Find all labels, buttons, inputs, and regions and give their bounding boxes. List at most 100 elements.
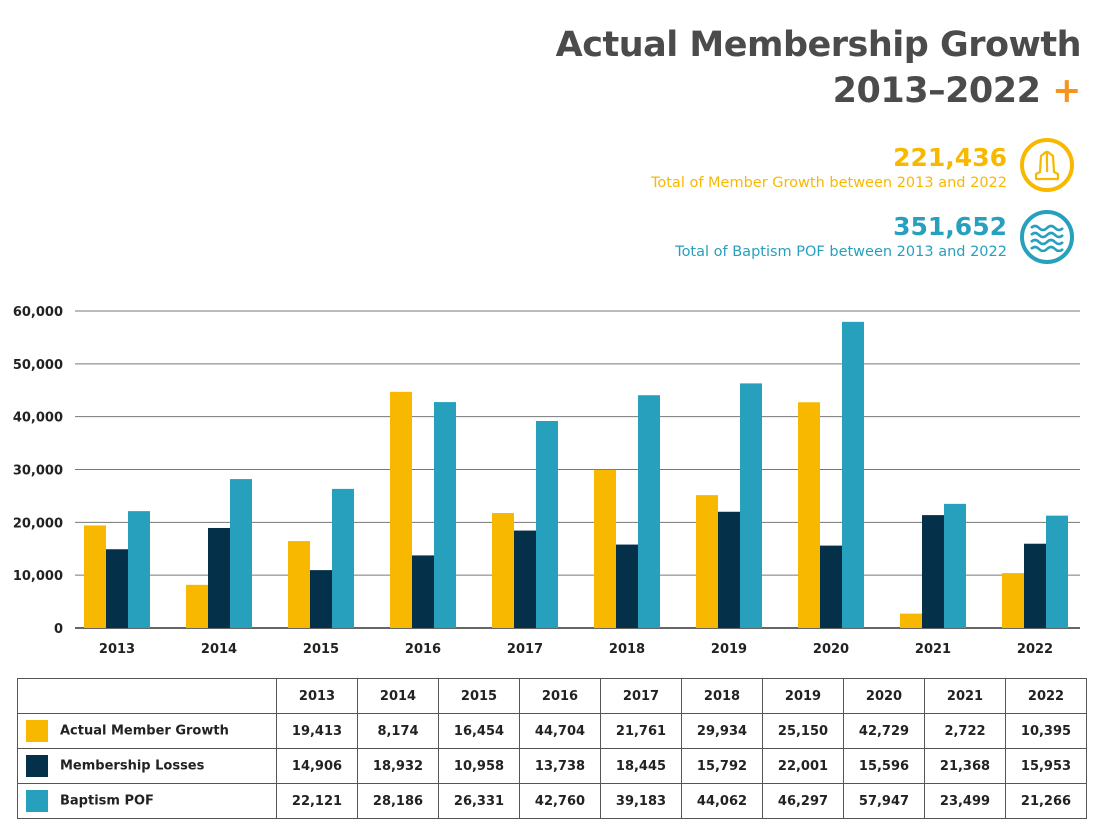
bar-membership-losses	[412, 555, 434, 628]
table-cell: 22,001	[762, 748, 844, 784]
table-cell: 22,121	[276, 783, 358, 819]
member-growth-stat: 221,436 Total of Member Growth between 2…	[651, 143, 1007, 193]
bar-actual-member-growth	[288, 541, 310, 628]
bar-membership-losses	[514, 530, 536, 628]
header-year: 2014	[357, 678, 439, 714]
table-cell: 15,953	[1005, 748, 1087, 784]
table-cell: 46,297	[762, 783, 844, 819]
table-cell: 23,499	[924, 783, 1006, 819]
header-year: 2016	[519, 678, 601, 714]
table-cell: 21,266	[1005, 783, 1087, 819]
bar-membership-losses	[616, 544, 638, 628]
header-year: 2019	[762, 678, 844, 714]
y-tick-label: 40,000	[13, 411, 63, 426]
baptism-stat: 351,652 Total of Baptism POF between 201…	[675, 212, 1007, 262]
y-tick-label: 10,000	[13, 569, 63, 584]
table-cell: 8,174	[357, 713, 439, 749]
table-cell: 15,596	[843, 748, 925, 784]
bar-baptism-pof	[536, 420, 558, 628]
header-year: 2020	[843, 678, 925, 714]
bar-membership-losses	[1024, 543, 1046, 628]
bar-actual-member-growth	[1002, 573, 1024, 628]
y-tick-label: 20,000	[13, 516, 63, 531]
y-tick-label: 0	[54, 622, 63, 637]
baptism-total: 351,652	[893, 212, 1007, 241]
plus-icon: +	[1052, 71, 1081, 111]
bar-membership-losses	[106, 549, 128, 628]
chart-title: Actual Membership Growth 2013–2022 +	[555, 22, 1082, 114]
bar-membership-losses	[820, 545, 842, 628]
table-cell: 29,934	[681, 713, 763, 749]
table-cell: 18,445	[600, 748, 682, 784]
bar-membership-losses	[922, 515, 944, 628]
x-tick-label: 2017	[507, 642, 543, 657]
member-growth-label: Total of Member Growth between 2013 and …	[650, 175, 1007, 191]
table-cell: 2,722	[924, 713, 1006, 749]
y-tick-label: 50,000	[13, 358, 63, 373]
table-cell: 25,150	[762, 713, 844, 749]
table-cell: 14,906	[276, 748, 358, 784]
bar-baptism-pof	[842, 321, 864, 628]
legend-swatch	[26, 790, 48, 812]
table-cell: 21,368	[924, 748, 1006, 784]
x-tick-label: 2021	[915, 642, 951, 657]
bar-baptism-pof	[944, 503, 966, 628]
table-cell: 10,958	[438, 748, 520, 784]
table-header-row: 2013 2014 2015 2016 2017 2018 2019 2020 2021 2022	[17, 678, 1087, 714]
series-label: Baptism POF	[17, 783, 277, 819]
water-waves-icon	[1020, 210, 1074, 264]
x-tick-label: 2020	[813, 642, 849, 657]
table-cell: 19,413	[276, 713, 358, 749]
series-name: Actual Member Growth	[60, 723, 229, 739]
bar-membership-losses	[718, 511, 740, 628]
table-cell: 44,062	[681, 783, 763, 819]
table-cell: 10,395	[1005, 713, 1087, 749]
member-growth-total: 221,436	[893, 143, 1007, 172]
legend-swatch	[26, 720, 48, 742]
table-cell: 13,738	[519, 748, 601, 784]
x-tick-label: 2016	[405, 642, 441, 657]
bar-actual-member-growth	[84, 525, 106, 628]
x-tick-label: 2014	[201, 642, 237, 657]
header-blank	[17, 678, 277, 714]
y-tick-label: 60,000	[13, 305, 63, 320]
bar-actual-member-growth	[492, 513, 514, 628]
x-tick-label: 2022	[1017, 642, 1053, 657]
bar-actual-member-growth	[900, 613, 922, 628]
x-tick-label: 2019	[711, 642, 747, 657]
bar-baptism-pof	[128, 511, 150, 628]
bar-baptism-pof	[332, 488, 354, 628]
bar-baptism-pof	[740, 383, 762, 628]
table-row: Actual Member Growth 19,413 8,174 16,454 44,…	[17, 713, 1087, 749]
x-tick-label: 2018	[609, 642, 645, 657]
header-year: 2018	[681, 678, 763, 714]
table-cell: 42,760	[519, 783, 601, 819]
table-cell: 42,729	[843, 713, 925, 749]
header-year: 2015	[438, 678, 520, 714]
bar-actual-member-growth	[390, 391, 412, 628]
legend-swatch	[26, 755, 48, 777]
bar-baptism-pof	[638, 395, 660, 628]
header-year: 2013	[276, 678, 358, 714]
title-years: 2013–2022	[832, 71, 1041, 111]
table-cell: 16,454	[438, 713, 520, 749]
bar-baptism-pof	[434, 402, 456, 628]
table-row: Membership Losses 14,906 18,932 10,958 13,73…	[17, 748, 1087, 784]
bar-membership-losses	[208, 527, 230, 628]
series-name: Baptism POF	[60, 793, 154, 809]
table-cell: 57,947	[843, 783, 925, 819]
bar-chart: 0 10,000 20,000 30,000 40,000 50,000 60,000 201…	[13, 305, 1080, 657]
table-cell: 39,183	[600, 783, 682, 819]
series-name: Membership Losses	[60, 758, 205, 774]
header-year: 2021	[924, 678, 1006, 714]
header-year: 2017	[600, 678, 682, 714]
x-tick-label: 2013	[99, 642, 135, 657]
series-label: Membership Losses	[17, 748, 277, 784]
series-label: Actual Member Growth	[17, 713, 277, 749]
table-cell: 44,704	[519, 713, 601, 749]
praying-hands-icon	[1020, 138, 1074, 192]
data-table: 2013 2014 2015 2016 2017 2018 2019 2020 2021 2022…	[17, 678, 1087, 819]
title-line-1: Actual Membership Growth	[555, 25, 1082, 65]
bar-actual-member-growth	[594, 469, 616, 628]
table-row: Baptism POF 22,121 28,186 26,331 42,760 39,18…	[17, 783, 1087, 819]
